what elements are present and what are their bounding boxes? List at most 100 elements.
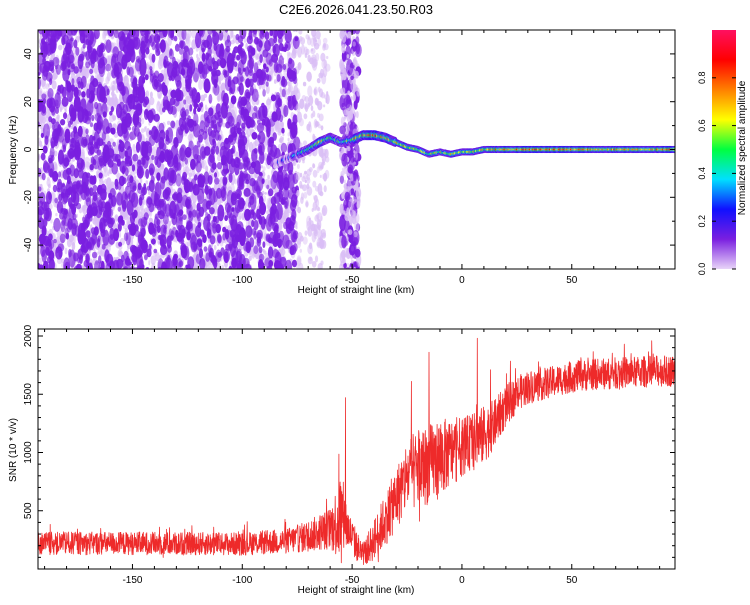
noise-blob bbox=[169, 97, 176, 106]
noise-blob bbox=[188, 210, 192, 218]
noise-blob bbox=[239, 215, 242, 220]
noise-blob bbox=[347, 164, 354, 174]
noise-blob bbox=[47, 83, 50, 87]
noise-blob bbox=[203, 246, 208, 252]
noise-blob bbox=[110, 106, 114, 113]
noise-blob bbox=[323, 172, 328, 182]
noise-blob bbox=[252, 269, 254, 273]
noise-blob bbox=[236, 121, 241, 129]
noise-blob bbox=[208, 93, 213, 104]
noise-blob bbox=[289, 199, 297, 212]
noise-blob bbox=[178, 260, 184, 268]
noise-blob bbox=[313, 195, 316, 200]
noise-blob bbox=[216, 59, 222, 67]
noise-blob bbox=[340, 68, 343, 74]
noise-blob bbox=[93, 63, 99, 74]
noise-blob bbox=[174, 88, 182, 102]
noise-blob bbox=[81, 204, 86, 210]
noise-blob bbox=[160, 244, 168, 256]
noise-blob bbox=[157, 81, 161, 88]
noise-blob bbox=[114, 214, 119, 222]
noise-blob bbox=[226, 34, 231, 43]
noise-blob bbox=[98, 255, 102, 264]
noise-blob bbox=[217, 234, 222, 244]
noise-blob bbox=[113, 30, 120, 39]
noise-blob bbox=[341, 148, 344, 152]
noise-blob bbox=[80, 81, 84, 90]
noise-blob bbox=[157, 93, 160, 99]
noise-blob bbox=[315, 30, 321, 40]
noise-blob bbox=[133, 175, 137, 181]
noise-blob bbox=[173, 35, 178, 42]
noise-blob bbox=[234, 246, 239, 256]
noise-blob bbox=[123, 129, 130, 142]
noise-blob bbox=[228, 265, 233, 269]
noise-blob bbox=[216, 95, 220, 101]
noise-blob bbox=[54, 197, 59, 204]
noise-blob bbox=[214, 177, 220, 185]
noise-blob bbox=[320, 92, 325, 99]
noise-blob bbox=[224, 254, 228, 262]
noise-blob bbox=[50, 141, 55, 149]
noise-blob bbox=[174, 43, 180, 52]
noise-blob bbox=[222, 232, 226, 241]
noise-blob bbox=[321, 59, 327, 69]
noise-blob bbox=[248, 30, 253, 41]
noise-blob bbox=[72, 30, 79, 33]
noise-blob bbox=[176, 192, 183, 204]
noise-blob bbox=[267, 174, 270, 180]
noise-blob bbox=[266, 22, 272, 30]
noise-blob bbox=[230, 39, 235, 45]
noise-blob bbox=[322, 42, 326, 48]
noise-blob bbox=[258, 246, 263, 254]
noise-blob bbox=[347, 271, 350, 274]
noise-blob bbox=[99, 221, 104, 230]
noise-blob bbox=[200, 42, 207, 52]
noise-blob bbox=[225, 230, 234, 243]
noise-blob bbox=[207, 244, 212, 255]
noise-blob bbox=[209, 152, 215, 164]
noise-blob bbox=[227, 271, 230, 275]
noise-blob bbox=[239, 76, 245, 82]
noise-blob bbox=[114, 153, 121, 163]
noise-blob bbox=[311, 54, 317, 62]
noise-blob bbox=[61, 36, 66, 46]
noise-blob bbox=[148, 222, 155, 235]
noise-blob bbox=[221, 188, 227, 202]
noise-blob bbox=[38, 155, 41, 160]
noise-blob bbox=[314, 185, 320, 192]
noise-blob bbox=[253, 219, 259, 231]
noise-blob bbox=[41, 249, 47, 263]
noise-blob bbox=[81, 51, 85, 59]
noise-blob bbox=[264, 39, 271, 52]
noise-blob bbox=[93, 87, 99, 96]
noise-blob bbox=[308, 35, 310, 41]
noise-blob bbox=[162, 99, 170, 109]
noise-blob bbox=[239, 170, 244, 181]
noise-blob bbox=[273, 79, 277, 84]
noise-blob bbox=[153, 33, 161, 44]
noise-blob bbox=[288, 221, 295, 231]
noise-blob bbox=[187, 263, 191, 269]
noise-blob bbox=[304, 53, 308, 58]
noise-blob bbox=[66, 175, 71, 185]
noise-blob bbox=[302, 81, 307, 87]
noise-blob bbox=[48, 257, 55, 269]
noise-blob bbox=[58, 171, 62, 178]
noise-blob bbox=[346, 54, 350, 59]
noise-blob bbox=[145, 180, 149, 185]
noise-blob bbox=[309, 256, 313, 261]
noise-blob bbox=[91, 114, 95, 122]
noise-blob bbox=[228, 172, 233, 183]
noise-blob bbox=[149, 91, 153, 99]
noise-blob bbox=[169, 58, 172, 64]
noise-blob bbox=[257, 23, 261, 30]
noise-blob bbox=[230, 95, 237, 105]
noise-blob bbox=[347, 229, 351, 235]
noise-blob bbox=[203, 78, 211, 94]
noise-blob bbox=[71, 268, 74, 269]
noise-blob bbox=[108, 270, 112, 276]
noise-blob bbox=[350, 75, 354, 81]
noise-blob bbox=[107, 55, 111, 60]
noise-blob bbox=[352, 41, 356, 47]
